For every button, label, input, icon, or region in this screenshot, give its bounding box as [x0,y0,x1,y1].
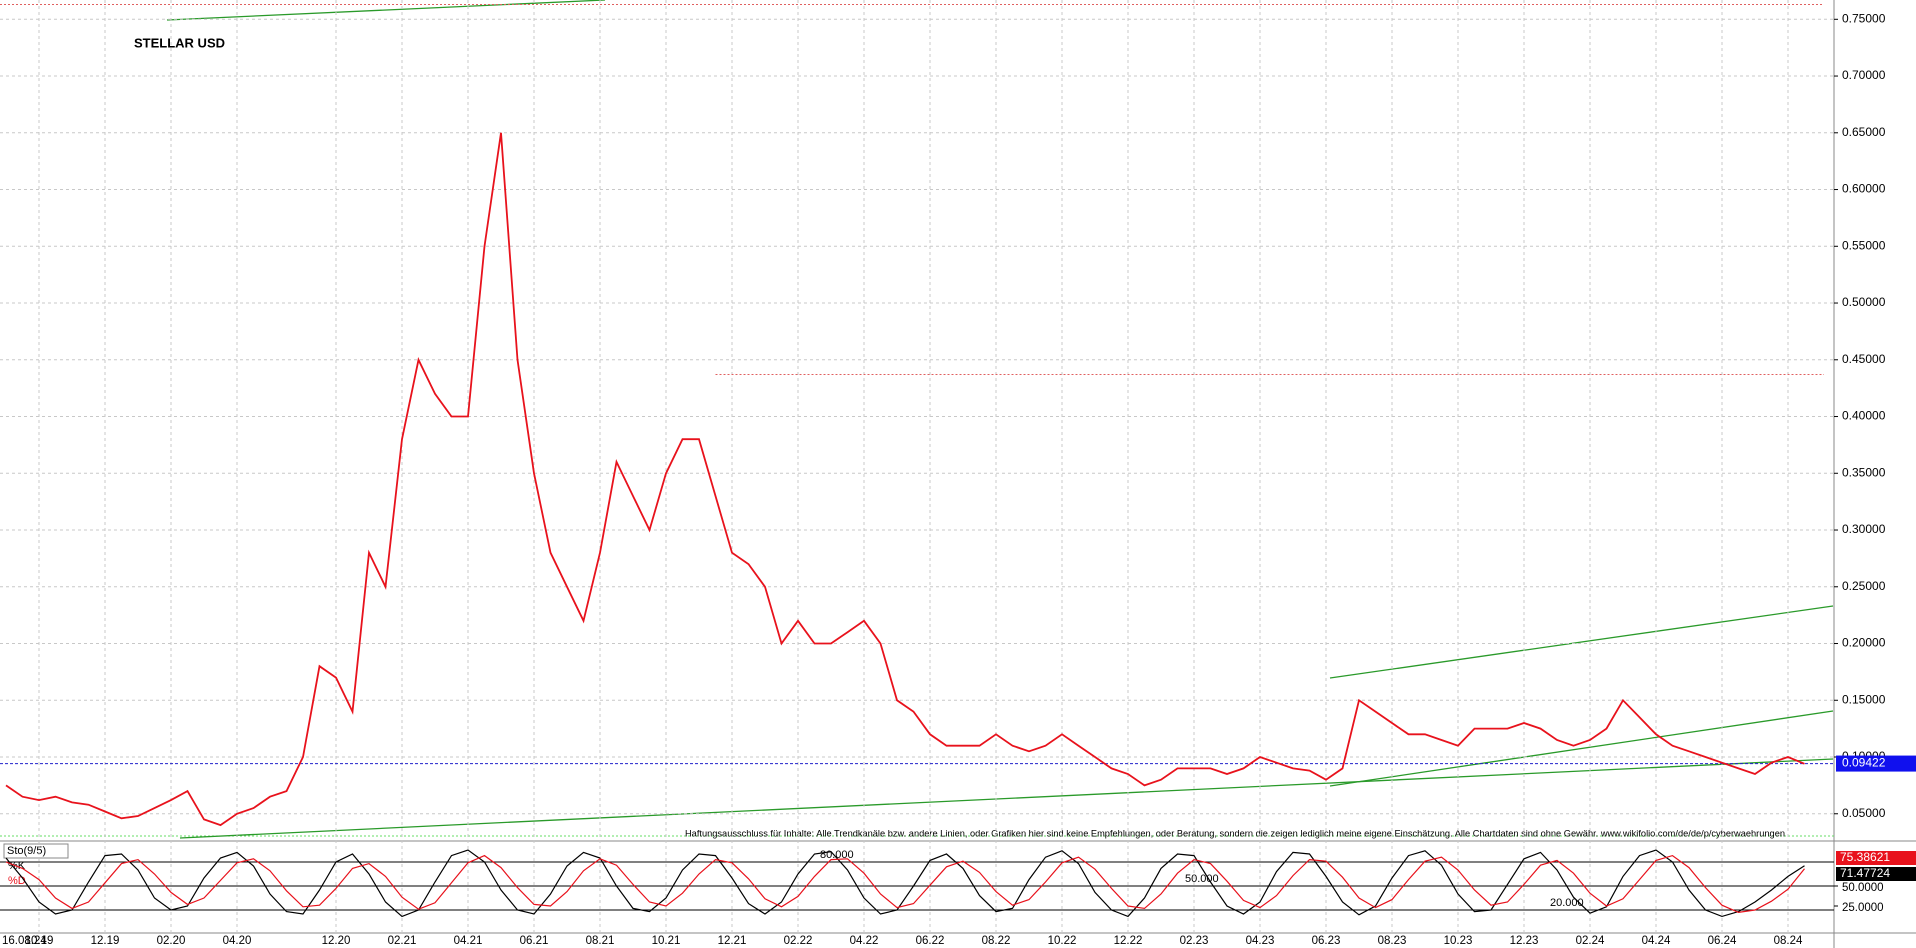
y-tick-label: 0.50000 [1842,295,1886,309]
x-tick-label: 04.20 [223,935,252,947]
y-tick-label: 0.15000 [1842,692,1886,706]
level-label: 20.000 [1550,897,1584,909]
x-tick-label: 12.21 [718,935,747,947]
x-tick-label: 12.22 [1114,935,1143,947]
trend-line [1329,605,1834,679]
series-line [5,849,1805,918]
x-tick-label: 08.24 [1774,935,1803,947]
x-tick-label: 16.08.24 [2,935,47,947]
y-tick-label: 0.25000 [1842,579,1886,593]
trend-line [166,0,606,21]
current-value-box [1836,851,1916,865]
x-tick-label: 04.24 [1642,935,1671,947]
x-tick-label: 02.24 [1576,935,1605,947]
y-tick-label: 25.0000 [1842,902,1884,914]
indicator-title: Sto(9/5) [7,845,46,857]
y-tick-label: 0.35000 [1842,465,1886,479]
last-price-label: 0.09422 [1842,756,1886,770]
x-tick-label: 08.23 [1378,935,1407,947]
x-tick-label: 04.22 [850,935,879,947]
x-tick-label: 06.23 [1312,935,1341,947]
x-tick-label: 04.21 [454,935,483,947]
x-tick-label: 02.21 [388,935,417,947]
x-tick-label: 10.22 [1048,935,1077,947]
x-tick-label: 02.23 [1180,935,1209,947]
x-tick-label: 04.23 [1246,935,1275,947]
y-tick-label: 0.45000 [1842,352,1886,366]
y-tick-label: 0.40000 [1842,409,1886,423]
x-tick-label: 06.21 [520,935,549,947]
level-label: 50.000 [1185,873,1219,885]
x-tick-label: 08.22 [982,935,1011,947]
x-tick-label: 12.19 [91,935,120,947]
x-tick-label: 10.19 [25,935,54,947]
disclaimer: Haftungsausschluss für Inhalte: Alle Tre… [685,829,1785,840]
current-value-box [1836,867,1916,881]
current-value-label: 75.38621 [1840,850,1890,864]
series-line [5,854,1805,914]
x-tick-label: 06.24 [1708,935,1737,947]
series-line [5,132,1805,827]
x-tick-label: 06.22 [916,935,945,947]
y-tick-label: 0.30000 [1842,522,1886,536]
y-tick-label: 0.65000 [1842,125,1886,139]
x-tick-label: 12.23 [1510,935,1539,947]
current-value-label: 71.47724 [1840,866,1890,880]
y-tick-label: 0.55000 [1842,238,1886,252]
x-tick-label: 12.20 [322,935,351,947]
x-tick-label: 08.21 [586,935,615,947]
chart-title: STELLAR USD [134,35,225,50]
indicator-box [3,843,69,859]
x-tick-label: 10.21 [652,935,681,947]
x-tick-label: 02.20 [157,935,186,947]
x-tick-label: 02.22 [784,935,813,947]
last-price-box [1836,755,1916,772]
legend-entry: %D [8,875,26,887]
y-tick-label: 50.0000 [1842,882,1884,894]
trend-line [1329,710,1834,787]
y-tick-label: 0.70000 [1842,68,1886,82]
y-tick-label: 0.75000 [1842,11,1886,25]
y-tick-label: 0.20000 [1842,636,1886,650]
y-tick-label: 0.60000 [1842,182,1886,196]
y-tick-label: 0.05000 [1842,806,1886,820]
x-tick-label: 10.23 [1444,935,1473,947]
trend-line [179,758,1834,839]
